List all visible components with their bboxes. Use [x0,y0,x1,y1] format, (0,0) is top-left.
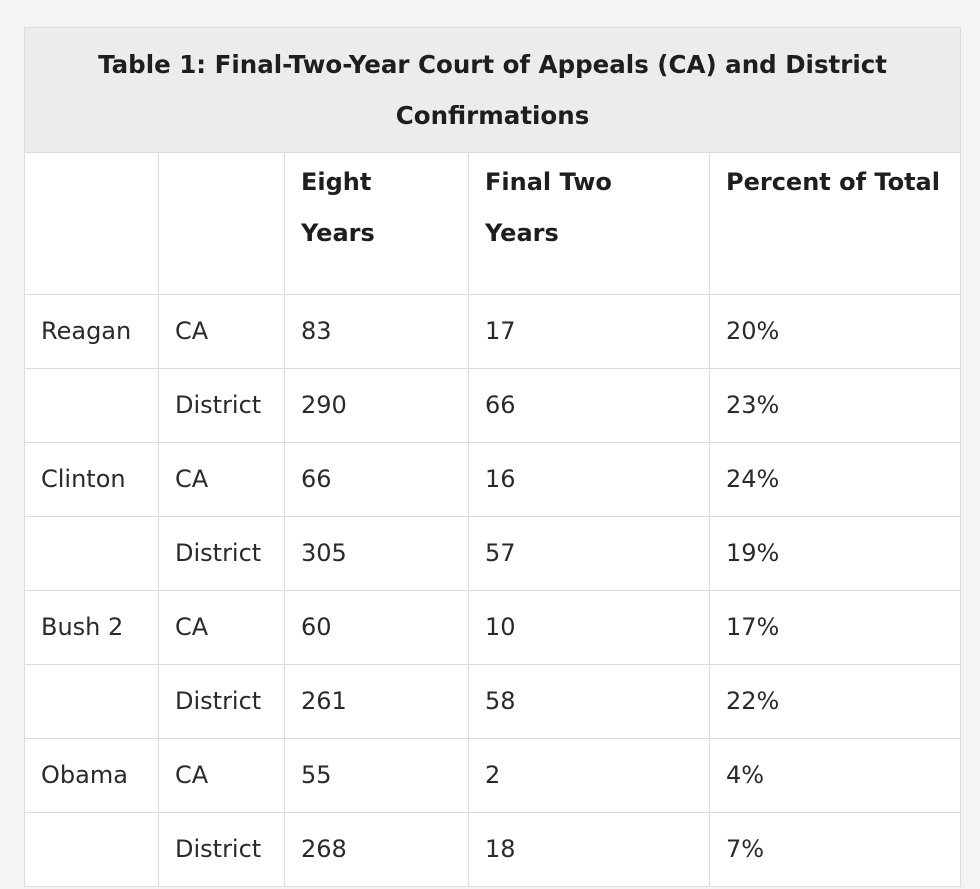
header-eight-years-label: Eight Years [301,168,375,247]
header-percent-label: Percent of Total [726,168,940,196]
table-row: District 261 58 22% [24,664,962,739]
table-row: Reagan CA 83 17 20% [24,294,962,369]
table-row: Obama CA 55 2 4% [24,738,962,813]
table-caption-row: Table 1: Final-Two-Year Court of Appeals… [23,27,962,153]
percent-cell: 22% [708,664,962,739]
eight-years-cell: 83 [284,294,469,369]
president-cell [24,516,159,591]
court-cell: District [158,664,285,739]
percent-cell: 17% [708,590,962,665]
table-row: District 268 18 7% [24,812,962,887]
president-cell [24,368,159,443]
court-cell: District [158,516,285,591]
president-cell: Reagan [24,294,159,369]
eight-years-cell: 261 [284,664,469,739]
final-two-years-cell: 16 [468,442,710,517]
court-cell: CA [158,590,285,665]
confirmations-table-container: Table 1: Final-Two-Year Court of Appeals… [23,27,962,887]
final-two-years-cell: 57 [468,516,710,591]
percent-cell: 7% [708,812,962,887]
final-two-years-cell: 66 [468,368,710,443]
header-court [158,152,285,295]
percent-cell: 20% [708,294,962,369]
eight-years-cell: 60 [284,590,469,665]
table-row: Clinton CA 66 16 24% [24,442,962,517]
percent-cell: 23% [708,368,962,443]
court-cell: District [158,812,285,887]
header-percent-of-total: Percent of Total [708,152,962,295]
president-cell: Clinton [24,442,159,517]
president-cell [24,664,159,739]
confirmations-table: Table 1: Final-Two-Year Court of Appeals… [23,27,962,887]
president-cell: Obama [24,738,159,813]
percent-cell: 24% [708,442,962,517]
percent-cell: 4% [708,738,962,813]
table-caption: Table 1: Final-Two-Year Court of Appeals… [23,27,962,153]
court-cell: District [158,368,285,443]
table-row: District 305 57 19% [24,516,962,591]
header-president [24,152,159,295]
final-two-years-cell: 18 [468,812,710,887]
final-two-years-cell: 58 [468,664,710,739]
header-final-two-years: Final Two Years [468,152,710,295]
president-cell [24,812,159,887]
percent-cell: 19% [708,516,962,591]
court-cell: CA [158,442,285,517]
eight-years-cell: 290 [284,368,469,443]
final-two-years-cell: 17 [468,294,710,369]
eight-years-cell: 268 [284,812,469,887]
table-row: Bush 2 CA 60 10 17% [24,590,962,665]
header-eight-years: Eight Years [284,152,469,295]
president-cell: Bush 2 [24,590,159,665]
table-row: District 290 66 23% [24,368,962,443]
eight-years-cell: 55 [284,738,469,813]
table-header-row: Eight Years Final Two Years Percent of T… [24,152,962,295]
court-cell: CA [158,738,285,813]
header-final-two-years-label: Final Two Years [485,168,612,247]
eight-years-cell: 305 [284,516,469,591]
final-two-years-cell: 10 [468,590,710,665]
final-two-years-cell: 2 [468,738,710,813]
court-cell: CA [158,294,285,369]
eight-years-cell: 66 [284,442,469,517]
